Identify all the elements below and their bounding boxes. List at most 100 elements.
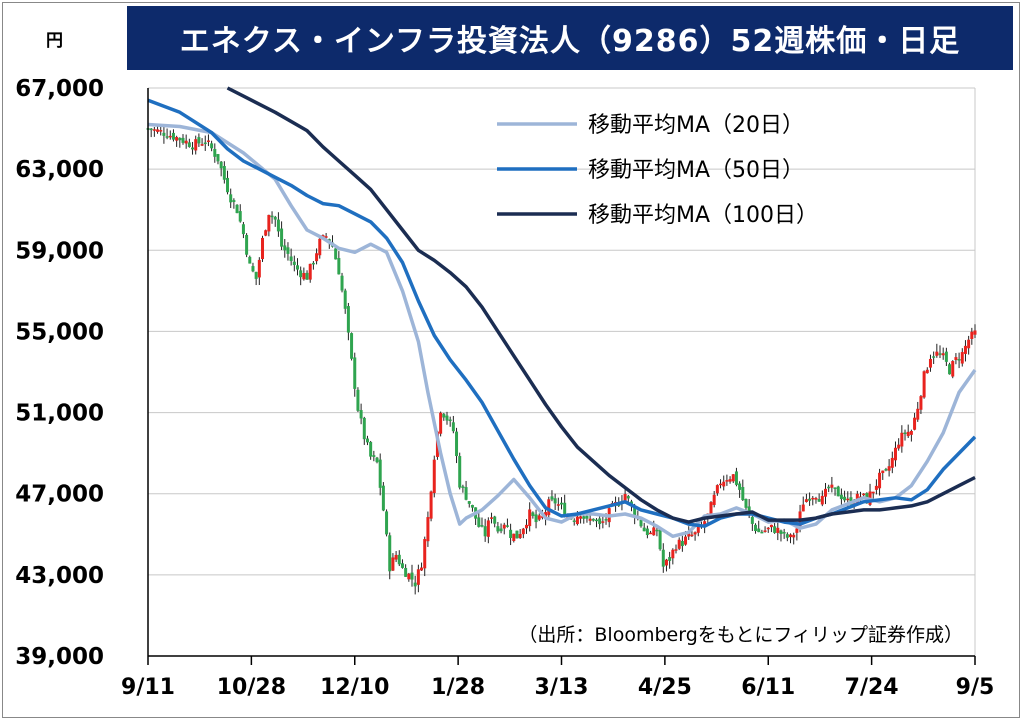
candle-body bbox=[499, 528, 503, 532]
candle-body bbox=[967, 339, 971, 349]
candle-body bbox=[760, 531, 764, 534]
candle-body bbox=[254, 271, 258, 279]
candle-body bbox=[521, 528, 525, 535]
candle-body bbox=[455, 431, 459, 457]
candle-body bbox=[432, 459, 436, 494]
candle-body bbox=[162, 132, 166, 136]
candle-body bbox=[210, 143, 214, 149]
legend-label: 移動平均MA（50日） bbox=[588, 158, 804, 183]
candle-body bbox=[178, 137, 182, 141]
candle-body bbox=[531, 512, 535, 516]
candle-body bbox=[594, 519, 598, 522]
candle-body bbox=[283, 245, 287, 251]
candle-body bbox=[963, 345, 967, 354]
candle-body bbox=[286, 247, 290, 254]
candle-body bbox=[680, 540, 684, 547]
candle-body bbox=[741, 486, 745, 501]
candle-body bbox=[245, 234, 249, 255]
x-tick-label: 12/10 bbox=[320, 675, 389, 700]
candle-body bbox=[572, 520, 576, 522]
candle-body bbox=[874, 485, 878, 490]
candle-body bbox=[824, 488, 828, 497]
x-tick-label: 7/24 bbox=[845, 675, 899, 700]
candle-body bbox=[547, 499, 551, 516]
candle-body bbox=[264, 230, 268, 236]
candle-body bbox=[738, 483, 742, 490]
candle-body bbox=[645, 528, 649, 536]
candle-body bbox=[900, 432, 904, 447]
candle-body bbox=[954, 357, 958, 361]
candle-body bbox=[340, 275, 344, 291]
candle-body bbox=[696, 525, 700, 533]
candle-body bbox=[505, 525, 509, 527]
candle-body bbox=[261, 237, 265, 260]
axes: 67,000 63,000 59,000 55,000 51,000 47,000 43,0… bbox=[15, 76, 994, 700]
candle-body bbox=[769, 524, 773, 528]
candle-body bbox=[887, 466, 891, 471]
candle-body bbox=[773, 526, 777, 533]
candle-body bbox=[890, 457, 894, 468]
candle-body bbox=[754, 524, 758, 532]
candle-body bbox=[197, 137, 201, 144]
candle-body bbox=[893, 447, 897, 461]
candle-body bbox=[948, 364, 952, 375]
candle-body bbox=[881, 470, 885, 474]
candle-body bbox=[464, 487, 468, 500]
candle-body bbox=[276, 219, 280, 232]
candle-body bbox=[273, 216, 277, 220]
candle-body bbox=[378, 459, 382, 488]
candle-body bbox=[585, 516, 589, 519]
candle-body bbox=[703, 521, 707, 526]
candle-body bbox=[353, 357, 357, 389]
candle-body bbox=[525, 524, 529, 529]
candle-body bbox=[467, 501, 471, 504]
candle-body bbox=[684, 536, 688, 545]
candle-body bbox=[722, 481, 726, 487]
candle-body bbox=[804, 499, 808, 502]
candle-body bbox=[512, 533, 516, 541]
y-tick-label: 67,000 bbox=[15, 76, 104, 102]
candle-body bbox=[725, 480, 729, 482]
candle-body bbox=[801, 504, 805, 512]
candle-body bbox=[445, 415, 449, 421]
candle-body bbox=[280, 228, 284, 247]
candle-body bbox=[563, 502, 567, 517]
candle-body bbox=[420, 567, 424, 571]
candle-body bbox=[556, 504, 560, 506]
candle-body bbox=[213, 148, 217, 157]
candle-body bbox=[731, 474, 735, 482]
candle-body bbox=[779, 530, 783, 534]
grid bbox=[148, 87, 976, 657]
candle-body bbox=[407, 573, 411, 580]
candle-body bbox=[308, 263, 312, 280]
candle-body bbox=[897, 444, 901, 449]
candle-body bbox=[534, 514, 538, 523]
candle-body bbox=[191, 147, 195, 150]
candle-body bbox=[836, 486, 840, 497]
candle-body bbox=[560, 502, 563, 505]
source-note: （出所：Bloombergをもとにフィリップ証券作成） bbox=[518, 624, 963, 646]
candle-body bbox=[394, 554, 398, 560]
candle-body bbox=[410, 572, 414, 580]
candle-body bbox=[668, 557, 672, 561]
y-tick-label: 55,000 bbox=[15, 319, 104, 345]
candle-body bbox=[582, 516, 586, 519]
candle-body bbox=[194, 139, 198, 151]
candle-body bbox=[181, 137, 185, 143]
candle-body bbox=[184, 140, 188, 144]
candle-body bbox=[744, 498, 748, 508]
y-tick-label: 63,000 bbox=[15, 157, 104, 183]
candle-body bbox=[913, 417, 917, 430]
candle-body bbox=[226, 177, 230, 193]
candle-body bbox=[311, 262, 315, 265]
candle-body bbox=[817, 499, 821, 502]
candle-body bbox=[356, 389, 360, 411]
candle-body bbox=[324, 236, 328, 238]
candle-body bbox=[156, 129, 160, 132]
candle-body bbox=[789, 534, 793, 538]
candle-body bbox=[709, 502, 713, 516]
candle-body bbox=[766, 527, 770, 530]
candle-body bbox=[941, 353, 945, 356]
candle-body bbox=[152, 129, 156, 131]
